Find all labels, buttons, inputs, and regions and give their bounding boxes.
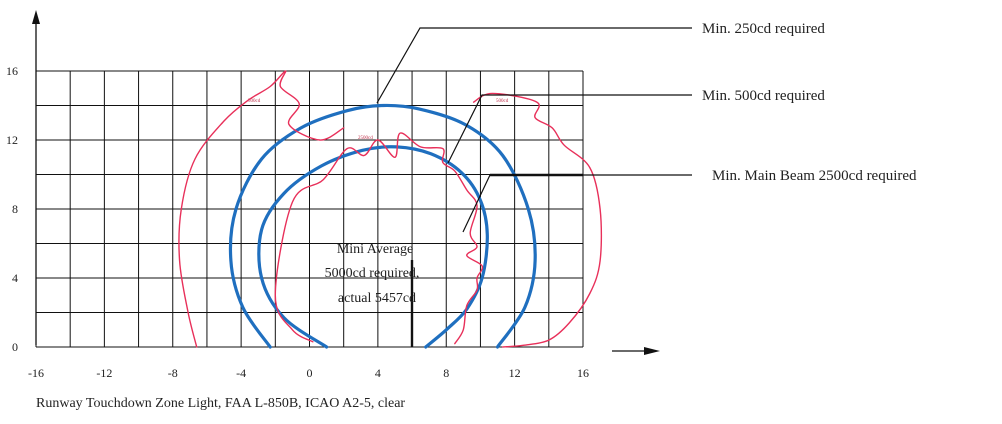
series-line-1: [257, 145, 489, 349]
y-tick-label: 12: [6, 133, 18, 147]
y-tick-label: 16: [6, 64, 18, 78]
average-label-line2: 5000cd required,: [325, 266, 420, 281]
y-tick-labels: 0 4 8 12 16: [6, 64, 18, 354]
series-line-3: [472, 92, 603, 348]
chart-axes: [32, 10, 660, 355]
callout-2500cd: Min. Main Beam 2500cd required: [712, 168, 917, 184]
callout-500cd: Min. 500cd required: [702, 88, 825, 104]
average-label-line1: Mini Average: [337, 242, 413, 257]
x-tick-label: 0: [307, 366, 313, 380]
y-tick-label: 8: [12, 202, 18, 216]
series-layer: [178, 70, 603, 349]
chart-caption: Runway Touchdown Zone Light, FAA L-850B,…: [36, 396, 405, 411]
x-tick-label: 16: [577, 366, 589, 380]
series-line-4: [274, 132, 484, 345]
small-label-500cd-right: 500cd: [496, 99, 509, 104]
callout-leaders: [376, 27, 692, 347]
x-tick-label: 12: [509, 366, 521, 380]
x-tick-label: 4: [375, 366, 381, 380]
x-tick-labels: -16 -12 -8 -4 0 4 8 12 16: [28, 366, 589, 380]
y-tick-label: 4: [12, 271, 18, 285]
x-tick-label: -4: [236, 366, 246, 380]
y-axis-arrowhead: [32, 10, 40, 24]
leader-500cd: [447, 94, 692, 164]
x-tick-label: -8: [168, 366, 178, 380]
series-line-2: [178, 70, 345, 348]
small-label-2500cd: 2500cd: [358, 136, 373, 141]
small-label-500cd-left: 500cd: [248, 99, 261, 104]
leader-2500cd: [462, 174, 692, 233]
x-axis-arrowhead: [644, 347, 660, 355]
callout-250cd: Min. 250cd required: [702, 21, 825, 37]
average-label-line3: actual 5457cd: [338, 291, 416, 306]
x-tick-label: -12: [96, 366, 112, 380]
x-tick-label: -16: [28, 366, 44, 380]
chart-grid: [35, 70, 584, 348]
series-line-0: [228, 103, 537, 349]
x-tick-label: 8: [443, 366, 449, 380]
leader-250cd: [376, 27, 692, 104]
y-tick-label: 0: [12, 340, 18, 354]
